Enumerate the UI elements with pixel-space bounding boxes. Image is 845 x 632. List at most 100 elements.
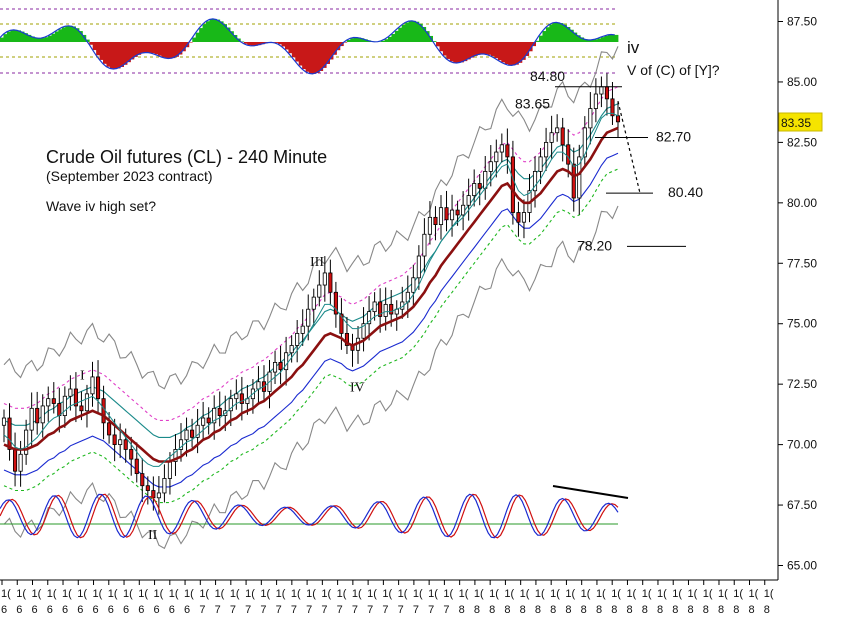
- price-level-label: 84.80: [530, 68, 565, 84]
- chart-title: Crude Oil futures (CL) - 240 Minute: [46, 147, 327, 167]
- x-tick-label-top: 1(: [642, 588, 652, 600]
- y-tick-label: 67.50: [787, 498, 817, 512]
- envelope-bands: [3, 46, 619, 550]
- x-tick-label-top: 1(: [718, 588, 728, 600]
- candle: [450, 194, 455, 237]
- histogram-bar: [68, 25, 73, 42]
- histogram-bar: [212, 18, 217, 42]
- histogram-bar: [333, 42, 337, 55]
- histogram-bar: [501, 42, 506, 63]
- histogram-bar: [298, 42, 303, 66]
- candle-body-down: [239, 393, 244, 404]
- x-tick-label-top: 1(: [687, 588, 697, 600]
- candle: [190, 418, 195, 448]
- candle-body-up: [156, 492, 161, 499]
- x-tick-label: 7: [337, 604, 343, 616]
- histogram-bar: [257, 42, 262, 46]
- x-tick-label-top: 1(: [733, 588, 743, 600]
- histogram-bar: [515, 42, 519, 65]
- x-tick-label: 7: [276, 604, 282, 616]
- histogram-bar: [508, 42, 512, 66]
- x-tick-label: 8: [703, 604, 709, 616]
- candle: [90, 361, 95, 407]
- x-tick-label-top: 1(: [47, 588, 57, 600]
- histogram-bar: [295, 42, 300, 62]
- projected-path: [617, 101, 641, 194]
- x-tick-label-top: 1(: [245, 588, 255, 600]
- x-tick-label: 7: [245, 604, 251, 616]
- candle-body-up: [40, 405, 45, 424]
- candle-body-down: [505, 144, 510, 158]
- candle: [494, 139, 499, 178]
- x-tick-label-top: 1(: [382, 588, 392, 600]
- x-tick-label-top: 1(: [596, 588, 606, 600]
- histogram-bar: [559, 23, 564, 42]
- candle-body-up: [416, 255, 421, 279]
- histogram-bar: [425, 31, 430, 42]
- candle-body-up: [311, 296, 316, 310]
- histogram-bar: [477, 42, 482, 55]
- histogram-bar: [3, 34, 8, 42]
- histogram-bar: [470, 42, 475, 58]
- candle: [62, 386, 67, 428]
- histogram-bar: [587, 39, 591, 42]
- histogram-bar: [106, 42, 111, 67]
- histogram-bar: [449, 42, 454, 62]
- histogram-bar: [590, 39, 595, 42]
- x-tick-label: 7: [321, 604, 327, 616]
- candle: [438, 195, 444, 240]
- candle-body-up: [427, 216, 432, 235]
- price-level-label: 78.20: [577, 237, 612, 253]
- candle-body-up: [499, 144, 504, 153]
- histogram-bar: [312, 42, 317, 74]
- histogram-bar: [30, 36, 35, 42]
- candle-body-down: [389, 303, 394, 315]
- candle: [167, 452, 172, 495]
- histogram-bar: [569, 29, 574, 42]
- histogram-bar: [247, 42, 252, 46]
- chart-note: Wave iv high set?: [46, 198, 156, 214]
- histogram-bar: [188, 42, 193, 43]
- histogram-bar: [432, 41, 437, 42]
- histogram-bar: [20, 31, 25, 42]
- histogram-bar: [206, 21, 210, 42]
- candle-body-down: [455, 209, 460, 216]
- histogram-bar: [51, 33, 56, 42]
- histogram-bar: [422, 26, 427, 42]
- x-tick-label: 6: [1, 604, 7, 616]
- candle-body-up: [450, 209, 455, 221]
- histogram-bar: [607, 34, 612, 42]
- candle: [35, 391, 40, 435]
- candle: [499, 133, 504, 163]
- mid-band-upper: [3, 86, 619, 421]
- x-tick-label: 6: [32, 604, 38, 616]
- price-level-label: 82.70: [656, 129, 691, 145]
- x-tick-label: 8: [657, 604, 663, 616]
- candle-body-up: [295, 332, 300, 346]
- y-tick-label: 75.00: [787, 317, 817, 331]
- candle-body-up: [46, 398, 51, 407]
- x-tick-label-top: 1(: [321, 588, 331, 600]
- histogram-bar: [394, 30, 399, 42]
- histogram-bar: [322, 42, 327, 68]
- top-histogram-indicator: [0, 8, 619, 75]
- candle-body-up: [577, 156, 582, 199]
- wave-label: iv: [627, 38, 640, 57]
- candle: [57, 387, 62, 433]
- candle-body-down: [433, 216, 438, 225]
- histogram-bar: [446, 42, 451, 59]
- x-tick-label-top: 1(: [154, 588, 164, 600]
- histogram-bar: [391, 34, 396, 42]
- candle: [24, 419, 29, 465]
- candle: [577, 144, 582, 215]
- x-tick-label: 8: [764, 604, 770, 616]
- x-tick-label-top: 1(: [413, 588, 423, 600]
- histogram-bar: [487, 42, 492, 55]
- candle-body-up: [494, 151, 499, 163]
- x-tick-label-top: 1(: [474, 588, 484, 600]
- histogram-bar: [178, 42, 183, 55]
- candle: [555, 114, 560, 142]
- x-tick-label: 7: [199, 604, 205, 616]
- histogram-bar: [580, 37, 585, 42]
